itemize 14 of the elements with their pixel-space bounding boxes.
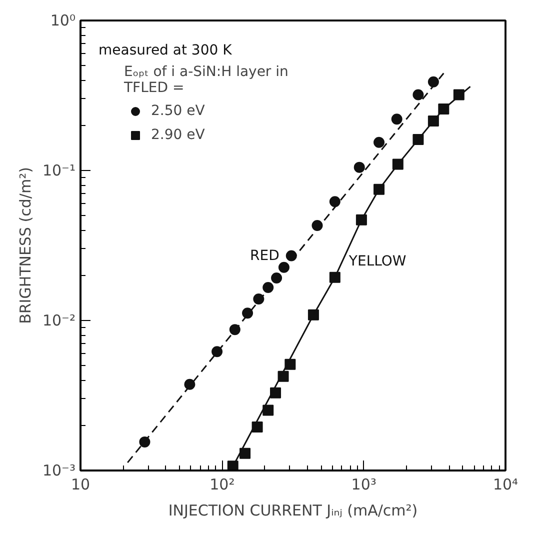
y-tick-label: 10⁻² [42, 312, 76, 330]
annotation: YELLOW [348, 253, 406, 270]
x-tick-label: 10² [210, 476, 235, 494]
annotation: RED [250, 248, 280, 264]
x-axis-title: INJECTION CURRENT Jᵢₙⱼ (mA/cm²) [168, 502, 418, 520]
annotation: measured at 300 K [98, 42, 233, 58]
legend-label: 2.90 eV [151, 127, 205, 143]
legend-label: 2.50 eV [151, 103, 205, 119]
x-tick-label: 10³ [351, 476, 376, 494]
legend-title: Eₒₚₜ of i a-SiN:H layer in TFLED = [124, 64, 288, 96]
y-tick-label: 10⁻¹ [42, 162, 76, 180]
x-tick-label: 10⁴ [492, 476, 518, 494]
y-axis-title: BRIGHTNESS (cd/m²) [16, 167, 34, 324]
y-tick-label: 10⁰ [50, 12, 76, 30]
